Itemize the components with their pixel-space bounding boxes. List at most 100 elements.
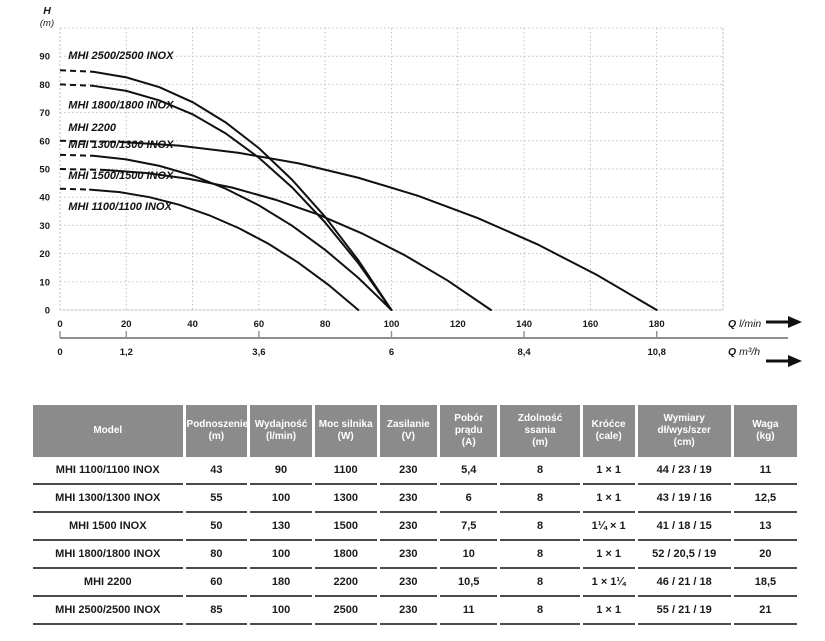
column-header: Wymiary dł/wys/szer (cm): [637, 405, 731, 457]
table-cell: 11: [440, 597, 498, 625]
x-tick-label-lmin: 160: [582, 319, 598, 330]
column-header: Moc silnika (W): [314, 405, 377, 457]
pump-curve: [92, 84, 393, 311]
table-cell: 44 / 23 / 19: [637, 457, 731, 485]
y-tick-label: 0: [45, 306, 50, 317]
pump-performance-chart: 0 10 20 30 40 50 60 70 80 90 0 20 40 60 80 100 120 140 160…: [39, 5, 802, 367]
curve-label: MHI 1100/1100 INOX: [68, 201, 172, 213]
column-header: Króćce (cale): [582, 405, 635, 457]
table-cell: 8: [500, 597, 580, 625]
header-row: Model Podnoszenie (m) Wydajność (l/min) Moc…: [33, 405, 797, 457]
table-cell: 20: [733, 541, 797, 569]
table-cell: 7,5: [440, 513, 498, 541]
table-cell: 55 / 21 / 19: [637, 597, 731, 625]
table-row: MHI 1500 INOX 50 130 1500 230 7,5 8 1¼ × 1 41 / …: [33, 513, 797, 541]
table-cell: 1 × 1¼: [582, 569, 635, 597]
table-cell: 13: [733, 513, 797, 541]
x-tick-label-lmin: 120: [450, 319, 466, 330]
table-cell: 230: [379, 597, 437, 625]
model-cell: MHI 1300/1300 INOX: [33, 485, 183, 513]
model-cell: MHI 2500/2500 INOX: [33, 597, 183, 625]
table-cell: 21: [733, 597, 797, 625]
spec-table-head: Model Podnoszenie (m) Wydajność (l/min) Moc…: [33, 405, 797, 457]
table-row: MHI 1300/1300 INOX 55 100 1300 230 6 8 1 × 1 43 …: [33, 485, 797, 513]
y-tick-label: 40: [39, 193, 50, 204]
x-tick-label-lmin: 140: [516, 319, 532, 330]
arrow-icon: [788, 316, 802, 328]
pump-curve: [118, 140, 658, 311]
table-cell: 10: [440, 541, 498, 569]
table-cell: 60: [185, 569, 248, 597]
pump-curve: [88, 188, 360, 311]
table-cell: 230: [379, 513, 437, 541]
table-cell: 8: [500, 513, 580, 541]
pump-curve: [92, 70, 393, 311]
column-header: Model: [33, 405, 183, 457]
x-tick-label-m3h: 3,6: [252, 347, 265, 358]
curve-label: MHI 2200: [68, 122, 117, 134]
table-cell: 1300: [314, 485, 377, 513]
x-axis-title-lmin: Q l/min: [728, 318, 761, 330]
x-tick-label-lmin: 80: [320, 319, 331, 330]
table-cell: 85: [185, 597, 248, 625]
table-cell: 90: [250, 457, 312, 485]
table-cell: 130: [250, 513, 312, 541]
table-cell: 1 × 1: [582, 541, 635, 569]
table-cell: 10,5: [440, 569, 498, 597]
x-tick-label-lmin: 180: [649, 319, 665, 330]
table-cell: 43 / 19 / 16: [637, 485, 731, 513]
table-cell: 230: [379, 541, 437, 569]
model-cell: MHI 1100/1100 INOX: [33, 457, 183, 485]
x-tick-label-lmin: 100: [384, 319, 400, 330]
y-tick-label: 60: [39, 136, 50, 147]
curve-dashed-start: [59, 187, 90, 191]
curve-label: MHI 1500/1500 INOX: [68, 170, 174, 182]
curve-dashed-start: [59, 69, 94, 73]
table-cell: 100: [250, 485, 312, 513]
column-header: Waga (kg): [733, 405, 797, 457]
table-cell: 1¼ × 1: [582, 513, 635, 541]
table-cell: 50: [185, 513, 248, 541]
x-tick-label-m3h: 6: [389, 347, 394, 358]
table-cell: 8: [500, 457, 580, 485]
table-cell: 1800: [314, 541, 377, 569]
table-cell: 1500: [314, 513, 377, 541]
curve-label: MHI 1800/1800 INOX: [68, 99, 174, 111]
table-cell: 230: [379, 569, 437, 597]
pump-spec-table: Model Podnoszenie (m) Wydajność (l/min) Moc…: [30, 405, 800, 625]
column-header: Zasilanie (V): [379, 405, 437, 457]
table-cell: 5,4: [440, 457, 498, 485]
table-cell: 8: [500, 485, 580, 513]
table-cell: 2200: [314, 569, 377, 597]
x-tick-label-lmin: 40: [187, 319, 198, 330]
table-cell: 1 × 1: [582, 457, 635, 485]
y-tick-label: 70: [39, 108, 50, 119]
table-row: MHI 1800/1800 INOX 80 100 1800 230 10 8 1 × 1 52…: [33, 541, 797, 569]
y-tick-label: 20: [39, 249, 50, 260]
table-cell: 1 × 1: [582, 485, 635, 513]
table-cell: 18,5: [733, 569, 797, 597]
x-tick-label-m3h: 8,4: [517, 347, 531, 358]
table-cell: 43: [185, 457, 248, 485]
pump-curve: [92, 154, 393, 311]
curve-dashed-start: [59, 168, 104, 171]
x-tick-label-lmin: 0: [57, 319, 62, 330]
y-tick-label: 50: [39, 165, 50, 176]
model-cell: MHI 1500 INOX: [33, 513, 183, 541]
model-cell: MHI 2200: [33, 569, 183, 597]
table-cell: 11: [733, 457, 797, 485]
table-cell: 100: [250, 597, 312, 625]
table-row: MHI 2500/2500 INOX 85 100 2500 230 11 8 1 × 1 55…: [33, 597, 797, 625]
column-header: Wydajność (l/min): [250, 405, 312, 457]
y-tick-label: 10: [39, 277, 50, 288]
table-cell: 180: [250, 569, 312, 597]
table-cell: 230: [379, 457, 437, 485]
arrow-icon: [788, 355, 802, 367]
table-cell: 46 / 21 / 18: [637, 569, 731, 597]
curve-dashed-start: [59, 83, 94, 87]
table-row: MHI 1100/1100 INOX 43 90 1100 230 5,4 8 1 × 1 44…: [33, 457, 797, 485]
x-tick-label-m3h: 10,8: [647, 347, 666, 358]
y-tick-label: 30: [39, 221, 50, 232]
model-cell: MHI 1800/1800 INOX: [33, 541, 183, 569]
table-cell: 100: [250, 541, 312, 569]
